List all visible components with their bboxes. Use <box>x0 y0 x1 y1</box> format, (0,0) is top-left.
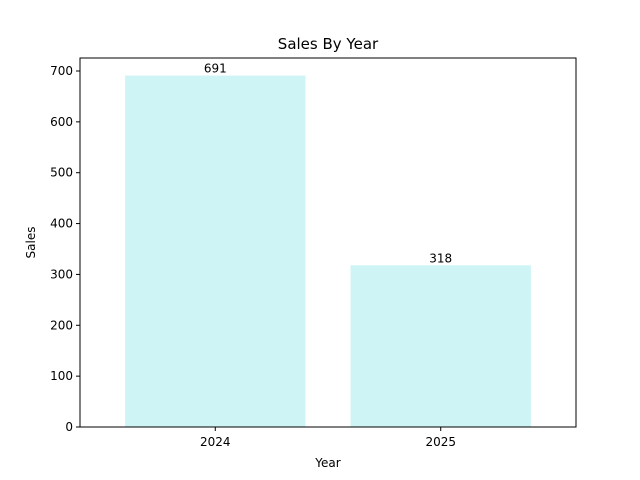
data-label-2024: 691 <box>204 62 227 76</box>
chart-title: Sales By Year <box>278 35 379 53</box>
y-tick-label-400: 400 <box>50 217 73 231</box>
bar-2025 <box>350 265 531 427</box>
x-axis-label: Year <box>314 456 340 470</box>
data-labels-group: 691 318 <box>204 62 452 266</box>
x-tick-label-2024: 2024 <box>200 435 231 449</box>
bar-2024 <box>125 75 306 428</box>
plot-frame <box>79 57 577 428</box>
y-axis-ticks: 0 100 200 300 400 500 600 700 <box>50 64 80 434</box>
y-tick-label-500: 500 <box>50 166 73 180</box>
x-axis-ticks: 2024 2025 <box>200 427 456 449</box>
y-tick-label-300: 300 <box>50 267 73 281</box>
y-axis-label: Sales <box>24 227 38 259</box>
y-tick-label-700: 700 <box>50 64 73 78</box>
bars-group <box>125 75 531 428</box>
y-tick-label-100: 100 <box>50 369 73 383</box>
y-tick-label-0: 0 <box>65 420 73 434</box>
x-tick-label-2025: 2025 <box>425 435 456 449</box>
y-tick-label-200: 200 <box>50 318 73 332</box>
data-label-2025: 318 <box>429 251 452 265</box>
y-tick-label-600: 600 <box>50 115 73 129</box>
